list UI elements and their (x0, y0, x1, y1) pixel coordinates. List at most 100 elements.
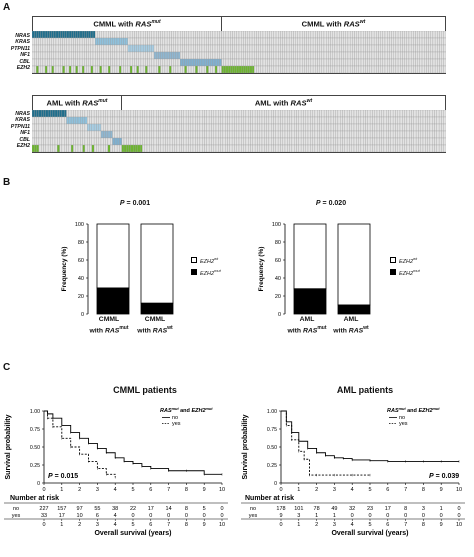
oncoprint-cell (333, 137, 336, 146)
oncoprint-cell (114, 137, 118, 146)
oncoprint-cell (332, 37, 336, 46)
oncoprint-cell (371, 58, 375, 67)
oncoprint-cell (55, 65, 59, 73)
oncoprint-cell (280, 58, 283, 67)
x-tick-label: 7 (404, 487, 407, 493)
oncoprint-cell (100, 116, 104, 125)
oncoprint-cell (61, 123, 65, 132)
risk-row-label: yes (12, 513, 21, 519)
oncoprint-cell (269, 51, 272, 60)
oncoprint-cell (132, 44, 135, 53)
oncoprint-cell (140, 65, 144, 73)
oncoprint-cell (365, 144, 368, 152)
oncoprint-cell (188, 31, 192, 39)
oncoprint-cell (60, 31, 63, 39)
oncoprint-cell (241, 123, 244, 132)
km-curve-no (281, 410, 459, 462)
oncoprint-cell (177, 65, 181, 73)
bar-ezh2-mut (96, 287, 130, 315)
x-tick-label: 1 (297, 487, 300, 493)
x-tick-label: 5 (131, 487, 134, 493)
oncoprint-cell (252, 110, 256, 118)
oncoprint-cell (284, 130, 288, 139)
oncoprint-cell (214, 51, 218, 60)
oncoprint-cell (197, 58, 200, 67)
oncoprint-cell (382, 58, 386, 67)
oncoprint-cell (99, 51, 102, 60)
oncoprint-cell (171, 65, 174, 73)
oncoprint-cell (138, 31, 142, 39)
oncoprint-cell (103, 65, 107, 73)
oncoprint-cell (404, 65, 407, 73)
oncoprint-cell (100, 144, 104, 152)
oncoprint-cell (51, 31, 54, 39)
oncoprint-cell (47, 130, 51, 139)
oncoprint-cell (53, 51, 57, 60)
oncoprint-cell (129, 51, 133, 60)
oncoprint-cell (181, 110, 184, 118)
y-tick-label: 0.25 (30, 463, 40, 469)
oncoprint-cell (190, 116, 194, 125)
gene-label: EZH2 (16, 65, 30, 72)
oncoprint-cell (110, 144, 113, 152)
oncoprint-cell (146, 116, 150, 125)
oncoprint-cell (251, 44, 255, 53)
oncoprint-cell (436, 144, 440, 152)
oncoprint-cell (360, 123, 364, 132)
oncoprint-cell (419, 58, 423, 67)
oncoprint-cell (294, 144, 297, 152)
oncoprint-cell (225, 58, 229, 67)
oncoprint-cell (68, 110, 72, 118)
oncoprint-cell (295, 65, 298, 73)
risk-x-tick-label: 5 (131, 522, 134, 528)
oncoprint-cell (307, 123, 311, 132)
oncoprint-cell (50, 123, 53, 132)
oncoprint-cell (354, 58, 357, 67)
oncoprint-cell (227, 44, 231, 53)
oncoprint-cell (345, 31, 349, 39)
oncoprint-cell (219, 65, 222, 73)
oncoprint-cell (206, 58, 209, 67)
oncoprint-cell (271, 58, 275, 67)
oncoprint-cell (302, 58, 305, 67)
oncoprint-cell (247, 31, 251, 39)
risk-value: 9 (279, 513, 282, 519)
oncoprint-cell (428, 51, 431, 60)
km-legend-label: no (172, 415, 178, 421)
oncoprint-cell (354, 44, 357, 53)
oncoprint-cell (145, 65, 148, 73)
oncoprint-cell (195, 37, 198, 46)
oncoprint-cell (434, 37, 438, 46)
oncoprint-cell (52, 123, 56, 132)
oncoprint-cell (241, 65, 244, 73)
oncoprint-cell (64, 44, 68, 53)
oncoprint-cell (142, 58, 146, 67)
oncoprint-cell (315, 37, 318, 46)
oncoprint-cell (81, 58, 85, 67)
oncoprint-cell (438, 123, 442, 132)
risk-value: 101 (294, 506, 303, 512)
oncoprint-cell (90, 44, 94, 53)
oncoprint-cell (73, 110, 76, 118)
oncoprint-cell (151, 110, 155, 118)
oncoprint-cell (49, 58, 52, 67)
oncoprint-cell (151, 65, 155, 73)
oncoprint-cell (221, 65, 224, 73)
oncoprint-cell (249, 58, 253, 67)
oncoprint-cell (289, 110, 293, 118)
oncoprint-cell (291, 37, 294, 46)
oncoprint-cell (294, 137, 297, 146)
oncoprint-cell (376, 116, 380, 125)
oncoprint-cell (420, 116, 424, 125)
oncoprint-cell (360, 31, 364, 39)
oncoprint-cell (310, 137, 313, 146)
oncoprint-cell (103, 144, 106, 152)
oncoprint-cell (151, 51, 155, 60)
oncoprint-cell (45, 123, 49, 132)
oncoprint-cell (140, 44, 144, 53)
oncoprint-cell (326, 130, 329, 139)
oncoprint-cell (206, 51, 209, 60)
oncoprint-cell (247, 37, 251, 46)
risk-table-title: Number at risk (10, 495, 59, 502)
oncoprint-cell (245, 123, 249, 132)
